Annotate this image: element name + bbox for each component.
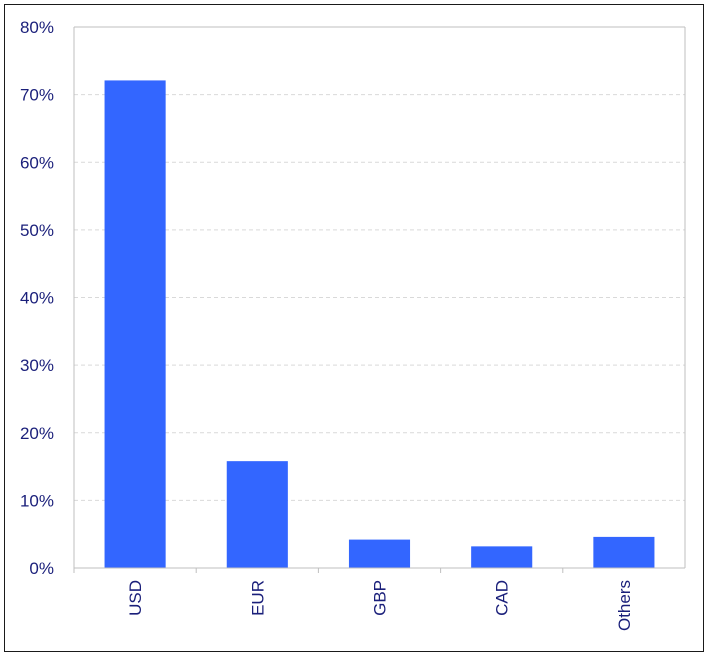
x-category-label: GBP [371, 580, 390, 616]
y-axis-tick-labels: 0% 10% 20% 30% 40% 50% 60% 70% 80% [20, 18, 54, 578]
y-tick-label: 60% [20, 153, 54, 172]
bar-usd [104, 80, 166, 568]
x-axis-category-labels: USD EUR GBP CAD Others [126, 580, 634, 631]
y-tick-label: 20% [20, 424, 54, 443]
y-tick-label: 50% [20, 221, 54, 240]
x-category-label: CAD [493, 580, 512, 616]
y-tick-label: 40% [20, 289, 54, 308]
axes [73, 26, 686, 573]
bar-cad [471, 546, 533, 568]
bar-others [593, 536, 655, 568]
x-category-label: EUR [248, 580, 267, 616]
bar-eur [226, 461, 288, 568]
bar-gbp [348, 539, 411, 568]
bars [104, 80, 655, 568]
y-tick-label: 30% [20, 356, 54, 375]
y-tick-label: 10% [20, 491, 54, 510]
y-tick-label: 70% [20, 86, 54, 105]
x-category-label: USD [126, 580, 145, 616]
y-tick-label: 80% [20, 18, 54, 37]
x-category-label: Others [615, 580, 634, 631]
y-tick-label: 0% [29, 559, 54, 578]
